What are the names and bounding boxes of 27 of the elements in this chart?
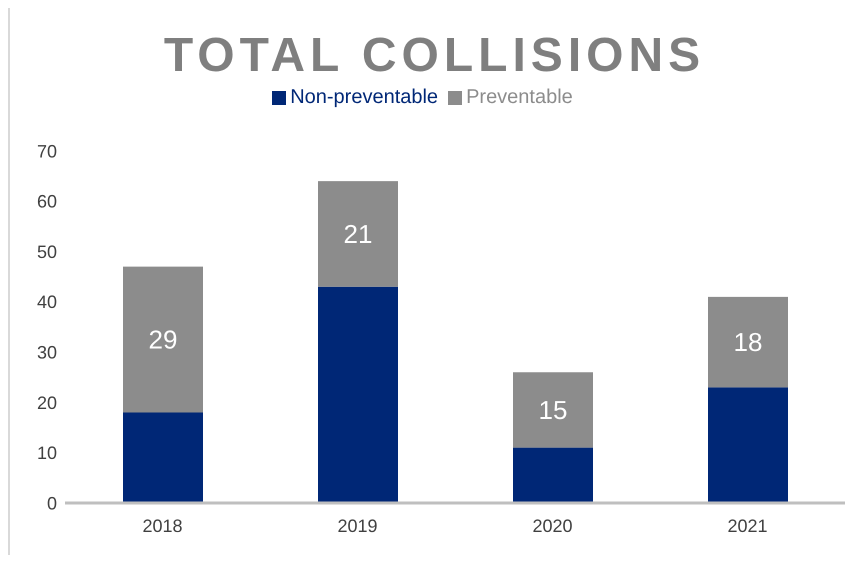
y-tick-label: 70 [36, 141, 57, 162]
y-tick-label: 30 [36, 342, 57, 363]
x-tick-label: 2021 [727, 516, 768, 536]
data-label: 18 [734, 327, 762, 358]
y-tick-label: 10 [36, 443, 57, 464]
y-tick-label: 20 [36, 392, 57, 413]
x-tick-label: 2019 [337, 516, 378, 536]
data-label: 15 [538, 394, 568, 425]
y-tick-label: 0 [46, 493, 57, 514]
bar [513, 448, 593, 503]
y-tick-label: 60 [36, 192, 57, 212]
bar [318, 181, 398, 287]
data-label: 21 [344, 218, 372, 249]
bar [123, 266, 203, 412]
x-tick-label: 2018 [142, 516, 183, 536]
bar [123, 412, 203, 503]
bar [318, 286, 398, 503]
bar [708, 296, 788, 388]
y-tick-label: 50 [36, 242, 57, 262]
y-tick-label: 40 [36, 292, 57, 312]
bar [513, 372, 593, 448]
x-tick-label: 2020 [532, 516, 573, 536]
legend-label: Preventable [466, 86, 573, 108]
legend-label: Non-preventable [290, 86, 438, 108]
chart-title: TOTAL COLLISIONS [164, 29, 706, 82]
bar [708, 387, 788, 503]
data-label: 29 [148, 324, 178, 355]
